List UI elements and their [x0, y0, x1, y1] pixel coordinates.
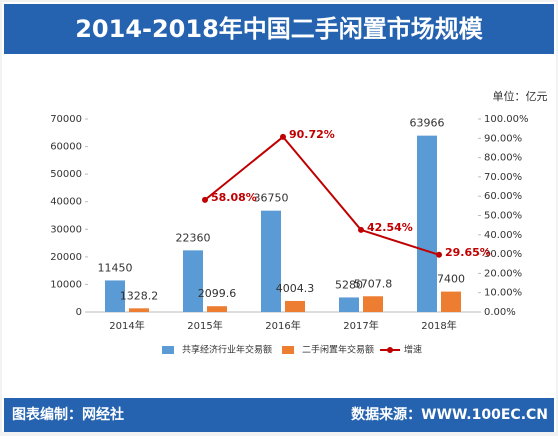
- y-tick-label: 10000: [50, 279, 82, 290]
- bar-label: 2099.6: [198, 287, 237, 300]
- header-bar: [4, 4, 554, 54]
- y-tick-label: 0: [76, 307, 82, 318]
- y2-tick-label: 90.00%: [484, 133, 522, 144]
- line: [204, 135, 440, 256]
- y2-tick-label: 0.00%: [484, 307, 516, 318]
- bar: [207, 306, 227, 312]
- line-point: [358, 226, 364, 233]
- footer-right: 数据来源：WWW.100EC.CN: [351, 406, 548, 423]
- bar-label: 63966: [410, 117, 445, 130]
- line-point: [202, 196, 208, 203]
- legend-label: 二手闲置年交易额: [302, 344, 374, 356]
- bar: [339, 297, 359, 312]
- bar-label: 1328.2: [120, 289, 159, 302]
- bar-label: 5707.8: [354, 277, 393, 290]
- line-label: 42.54%: [367, 221, 413, 234]
- legend-swatch: [162, 346, 174, 354]
- line-point: [280, 133, 286, 140]
- legend-swatch: [282, 346, 295, 354]
- bar-label: 11450: [98, 261, 133, 274]
- y2-tick-label: 10.00%: [484, 288, 522, 299]
- bar-label: 7400: [437, 273, 465, 286]
- bar: [441, 291, 461, 312]
- bar: [105, 280, 125, 312]
- x-tick-label: 2016年: [265, 319, 300, 332]
- unit-label: 单位：亿元: [493, 89, 548, 103]
- y-tick-label: 70000: [50, 114, 82, 125]
- legend-swatch: [387, 347, 394, 353]
- line-label: 90.72%: [289, 128, 335, 141]
- bar: [363, 296, 383, 312]
- y2-tick-label: 70.00%: [484, 172, 522, 183]
- y2-tick-label: 30.00%: [484, 249, 522, 260]
- y2-tick-label: 20.00%: [484, 268, 522, 279]
- y2-tick-label: 80.00%: [484, 153, 522, 164]
- x-tick-label: 2018年: [421, 319, 456, 332]
- footer-bar: [4, 398, 554, 432]
- bar: [417, 135, 437, 312]
- bar-label: 5280: [335, 278, 363, 291]
- y-tick-label: 20000: [50, 252, 82, 263]
- footer-left: 图表编制：网经社: [12, 406, 124, 423]
- y2-tick-label: 60.00%: [484, 191, 522, 202]
- bar: [129, 308, 149, 312]
- y2-tick-label: 100.00%: [484, 114, 529, 125]
- bar-label: 36750: [254, 192, 289, 205]
- y2-tick-label: 40.00%: [484, 230, 522, 241]
- x-tick-label: 2014年: [109, 319, 144, 332]
- chart-title: 2014-2018年中国二手闲置市场规模: [75, 15, 484, 43]
- legend-label: 增速: [404, 344, 422, 356]
- y-tick-label: 30000: [50, 224, 82, 235]
- bar: [183, 250, 203, 312]
- y-tick-label: 40000: [50, 197, 82, 208]
- line-label: 29.65%: [445, 246, 491, 259]
- y-tick-label: 60000: [50, 142, 82, 153]
- x-tick-label: 2017年: [343, 319, 378, 332]
- line-point: [436, 251, 442, 258]
- line-label: 58.08%: [211, 191, 257, 204]
- bar-label: 4004.3: [276, 282, 315, 295]
- x-tick-label: 2015年: [187, 319, 222, 332]
- bar: [285, 300, 305, 312]
- y-tick-label: 50000: [50, 169, 82, 180]
- legend-label: 共享经济行业年交易额: [182, 344, 272, 356]
- bar-label: 22360: [176, 231, 211, 244]
- y2-tick-label: 50.00%: [484, 211, 522, 222]
- bar: [261, 210, 281, 312]
